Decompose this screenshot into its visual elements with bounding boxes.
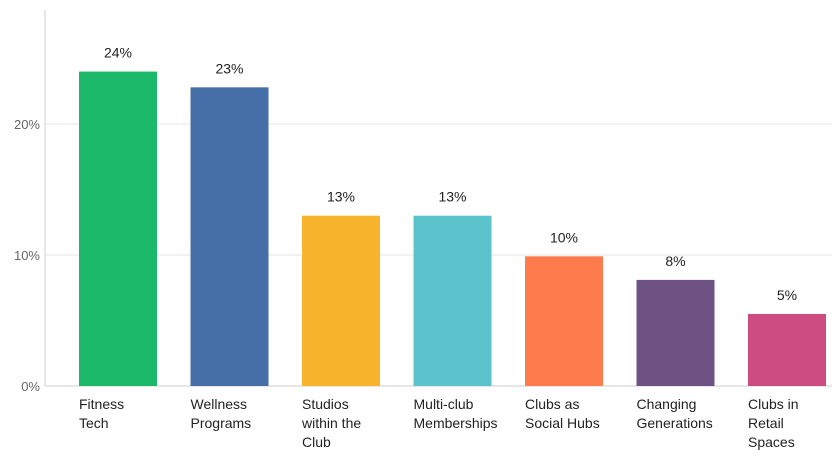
data-label: 8%: [665, 253, 685, 269]
y-tick-label: 20%: [14, 117, 40, 132]
bars: [79, 71, 826, 386]
x-tick-label-line: Retail: [748, 415, 784, 431]
bar: [413, 215, 492, 386]
data-label: 13%: [438, 189, 466, 205]
bar: [302, 215, 380, 386]
x-tick-label: Wellness Programs: [191, 396, 252, 431]
x-tick-label-line: Changing: [637, 396, 697, 412]
x-tick-label-line: Clubs as: [525, 396, 579, 412]
data-label: 24%: [104, 45, 132, 61]
x-tick-label-line: Tech: [79, 415, 109, 431]
bar: [525, 256, 603, 386]
x-tick-label: Changing Generations: [637, 396, 713, 431]
x-tick-label: Multi-club Memberships: [414, 396, 498, 431]
x-tick-label: Clubs as Social Hubs: [525, 396, 600, 431]
data-label: 23%: [215, 60, 243, 76]
x-tick-label-line: Wellness: [191, 396, 248, 412]
y-tick-label: 10%: [14, 248, 40, 263]
x-tick-label-line: Memberships: [414, 415, 498, 431]
x-tick-label-line: Generations: [637, 415, 713, 431]
x-tick-label-line: Studios: [302, 396, 349, 412]
x-tick-label: Studios within the Club: [301, 396, 361, 450]
x-tick-label-line: Club: [302, 434, 331, 450]
x-tick-label-line: Clubs in: [748, 396, 799, 412]
x-tick-label-line: within the: [301, 415, 361, 431]
x-tick-label-line: Fitness: [79, 396, 124, 412]
x-tick-label-line: Social Hubs: [525, 415, 600, 431]
bar: [748, 313, 826, 386]
x-tick-label-line: Programs: [191, 415, 252, 431]
x-tick-label: Fitness Tech: [79, 396, 124, 431]
x-tick-label-line: Spaces: [748, 434, 795, 450]
x-tick-label: Clubs in Retail Spaces: [748, 396, 799, 450]
data-label: 10%: [550, 229, 578, 245]
x-tick-label-line: Multi-club: [414, 396, 474, 412]
data-label: 5%: [777, 287, 797, 303]
bar: [636, 279, 715, 386]
bar: [190, 87, 269, 386]
bar: [79, 71, 157, 386]
labels: 24% Fitness Tech 23% Wellness Programs 13% Stud…: [79, 45, 799, 450]
y-tick-label: 0%: [21, 379, 40, 394]
data-label: 13%: [327, 189, 355, 205]
